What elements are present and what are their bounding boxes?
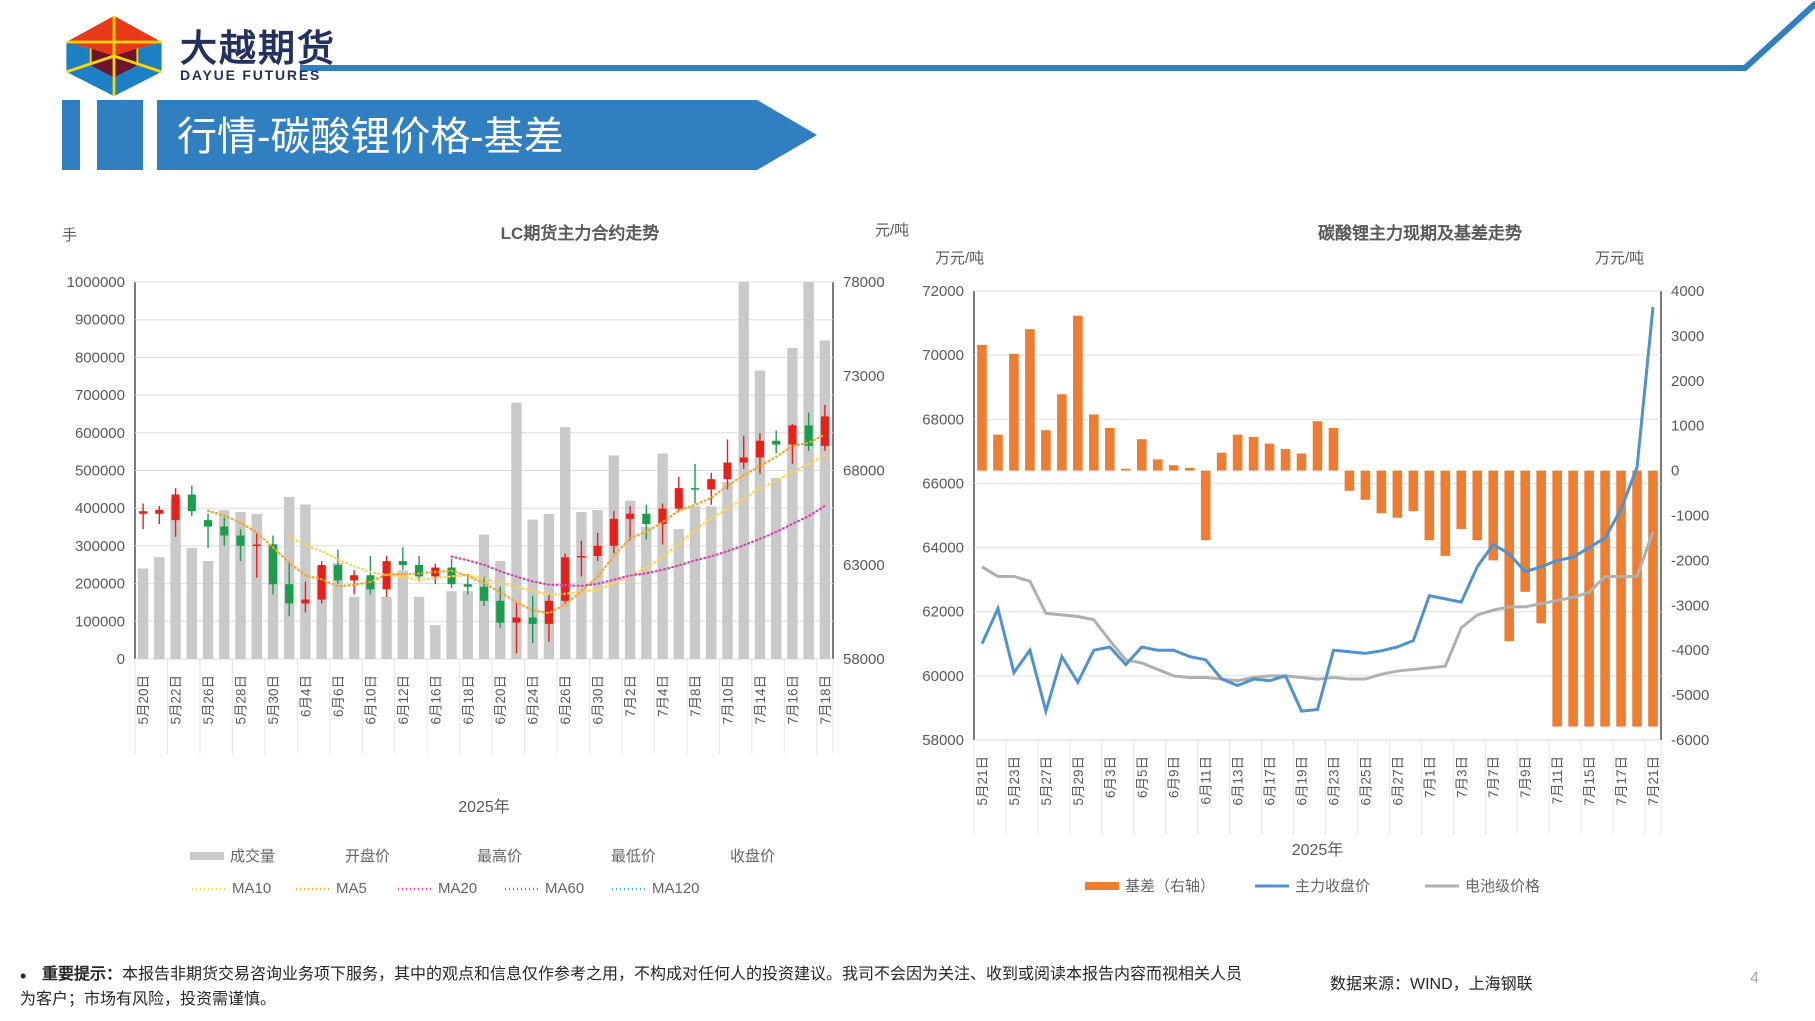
svg-text:1000000: 1000000 [67,274,125,291]
svg-text:600000: 600000 [75,425,125,442]
svg-text:-2000: -2000 [1671,552,1709,569]
svg-text:7月21日: 7月21日 [1646,756,1661,806]
svg-text:7月8日: 7月8日 [688,675,703,717]
svg-text:66000: 66000 [922,475,964,492]
svg-text:6月18日: 6月18日 [461,675,476,725]
svg-text:7月4日: 7月4日 [656,675,671,717]
svg-text:6月9日: 6月9日 [1167,756,1182,798]
svg-text:6月17日: 6月17日 [1263,756,1278,806]
svg-text:6月19日: 6月19日 [1295,756,1310,806]
svg-text:2000: 2000 [1671,373,1704,390]
svg-text:7月7日: 7月7日 [1486,756,1501,798]
svg-text:5月28日: 5月28日 [234,675,249,725]
svg-text:300000: 300000 [75,538,125,555]
svg-text:3000: 3000 [1671,328,1704,345]
svg-text:2025年: 2025年 [458,798,510,816]
svg-text:7月15日: 7月15日 [1582,756,1597,806]
svg-text:58000: 58000 [843,651,885,668]
svg-text:4000: 4000 [1671,283,1704,300]
svg-text:5月26日: 5月26日 [201,675,216,725]
svg-text:72000: 72000 [922,283,964,300]
svg-text:58000: 58000 [922,732,964,749]
svg-text:7月1日: 7月1日 [1422,756,1437,798]
svg-text:6月10日: 6月10日 [363,675,378,725]
svg-text:900000: 900000 [75,312,125,329]
svg-text:7月2日: 7月2日 [623,675,638,717]
svg-text:7月10日: 7月10日 [721,675,736,725]
svg-text:6月5日: 6月5日 [1135,756,1150,798]
svg-text:1000: 1000 [1671,418,1704,435]
svg-text:5月20日: 5月20日 [136,675,151,725]
svg-text:行情-碳酸锂价格-基差: 行情-碳酸锂价格-基差 [177,115,564,159]
svg-text:68000: 68000 [922,411,964,428]
svg-text:-3000: -3000 [1671,597,1709,614]
svg-text:6月6日: 6月6日 [331,675,346,717]
svg-text:100000: 100000 [75,613,125,630]
svg-text:6月23日: 6月23日 [1327,756,1342,806]
svg-text:7月3日: 7月3日 [1454,756,1469,798]
svg-text:5月29日: 5月29日 [1071,756,1086,806]
svg-text:70000: 70000 [922,347,964,364]
svg-text:63000: 63000 [843,557,885,574]
svg-text:7月9日: 7月9日 [1518,756,1533,798]
svg-text:60000: 60000 [922,668,964,685]
svg-text:6月26日: 6月26日 [558,675,573,725]
svg-text:7月11日: 7月11日 [1550,756,1565,805]
svg-text:73000: 73000 [843,368,885,385]
svg-text:-1000: -1000 [1671,508,1709,525]
svg-text:6月3日: 6月3日 [1103,756,1118,798]
svg-text:64000: 64000 [922,540,964,557]
svg-text:400000: 400000 [75,500,125,517]
svg-text:5月27日: 5月27日 [1039,756,1054,806]
svg-text:500000: 500000 [75,463,125,480]
svg-text:6月25日: 6月25日 [1358,756,1373,806]
svg-text:6月16日: 6月16日 [428,675,443,725]
svg-text:7月16日: 7月16日 [785,675,800,725]
svg-text:6月4日: 6月4日 [298,675,313,717]
svg-text:7月18日: 7月18日 [818,675,833,725]
svg-text:68000: 68000 [843,463,885,480]
svg-text:6月20日: 6月20日 [493,675,508,725]
svg-text:700000: 700000 [75,387,125,404]
svg-text:62000: 62000 [922,604,964,621]
svg-text:200000: 200000 [75,576,125,593]
svg-text:6月13日: 6月13日 [1231,756,1246,806]
svg-text:2025年: 2025年 [1292,841,1344,859]
svg-text:-4000: -4000 [1671,642,1709,659]
svg-text:800000: 800000 [75,349,125,366]
svg-text:5月23日: 5月23日 [1007,756,1022,806]
svg-text:7月17日: 7月17日 [1614,756,1629,806]
svg-text:5月21日: 5月21日 [975,756,990,806]
svg-text:0: 0 [117,651,125,668]
svg-text:6月24日: 6月24日 [526,675,541,725]
svg-text:78000: 78000 [843,274,885,291]
svg-text:5月22日: 5月22日 [169,675,184,725]
svg-text:-5000: -5000 [1671,687,1709,704]
svg-text:5月30日: 5月30日 [266,675,281,725]
svg-text:6月11日: 6月11日 [1199,756,1214,805]
svg-text:6月30日: 6月30日 [591,675,606,725]
svg-text:6月12日: 6月12日 [396,675,411,725]
svg-text:6月27日: 6月27日 [1390,756,1405,806]
svg-text:0: 0 [1671,463,1679,480]
svg-text:7月14日: 7月14日 [753,675,768,725]
svg-text:-6000: -6000 [1671,732,1709,749]
